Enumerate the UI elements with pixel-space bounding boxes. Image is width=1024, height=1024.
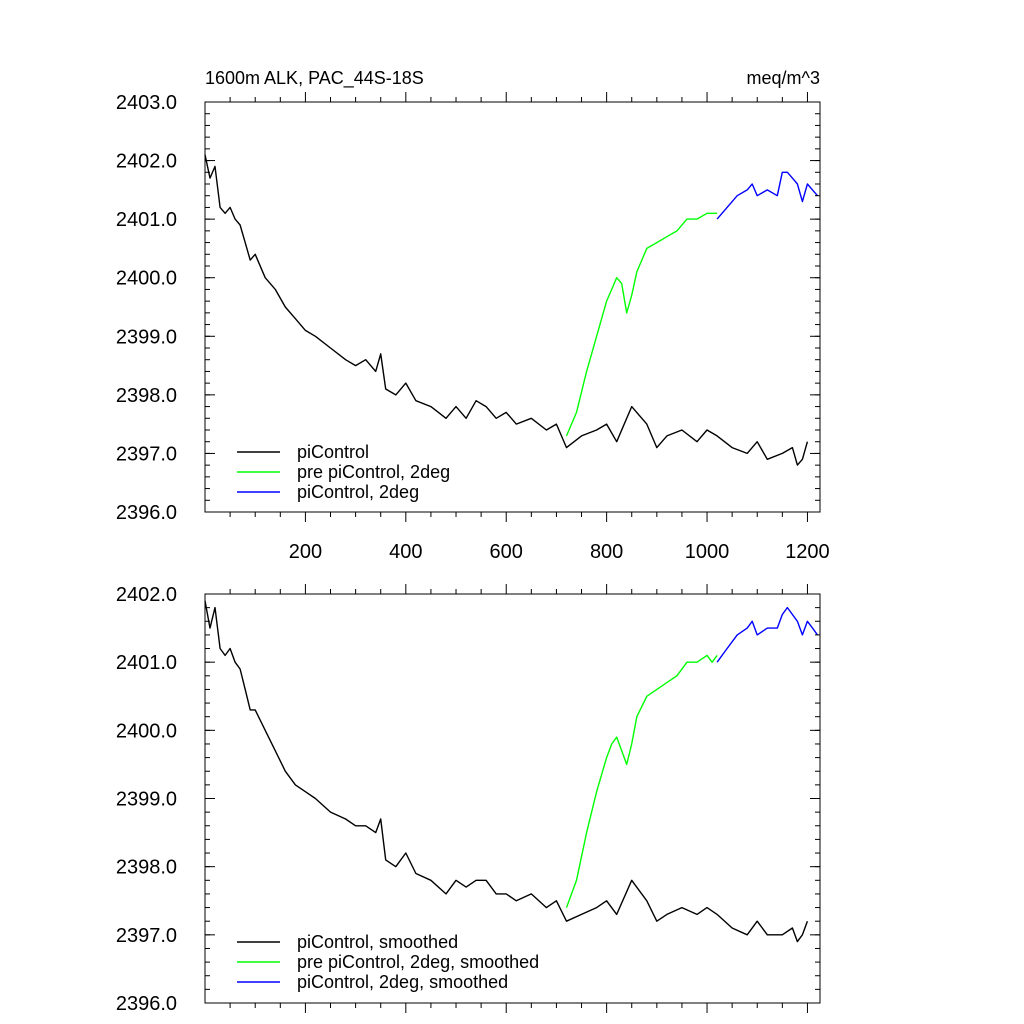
series-line-2 (716, 606, 819, 663)
x-tick-label: 1200 (785, 541, 830, 563)
legend-label-1: pre piControl, 2deg (297, 462, 450, 482)
top-panel: 2396.0 2397.0 2398.0 2399.0 2400.0 2401.0 2402… (116, 68, 830, 563)
legend-label-2: piControl, 2deg (297, 482, 419, 502)
y-tick-label: 2397.0 (116, 443, 177, 465)
y-tick-label: 2397.0 (116, 925, 177, 947)
y-tick-label: 2398.0 (116, 857, 177, 879)
y-tick-label: 2402.0 (116, 151, 177, 173)
y-tick-label: 2396.0 (116, 502, 177, 524)
x-tick-label: 1000 (685, 541, 730, 563)
y-tick-label: 2400.0 (116, 268, 177, 290)
x-tick-label: 600 (490, 541, 523, 563)
series-line-2 (716, 171, 819, 220)
y-tick-label: 2398.0 (116, 385, 177, 407)
y-tick-label: 2401.0 (116, 209, 177, 231)
x-tick-label: 400 (389, 541, 422, 563)
plot-frame (204, 101, 821, 513)
series-line-1 (565, 212, 718, 437)
y-tick-label: 2403.0 (116, 92, 177, 114)
y-tick-label: 2396.0 (116, 993, 177, 1015)
legend-label-0: piControl (297, 442, 369, 462)
x-tick-label: 800 (590, 541, 623, 563)
y-tick-label: 2402.0 (116, 584, 177, 606)
legend-label-2: piControl, 2deg, smoothed (297, 972, 508, 992)
legend-label-0: piControl, smoothed (297, 932, 458, 952)
y-tick-label: 2399.0 (116, 789, 177, 811)
y-tick-label: 2401.0 (116, 652, 177, 674)
chart-title: 1600m ALK, PAC_44S-18S (205, 68, 424, 89)
series-line-1 (565, 654, 718, 908)
y-tick-label: 2399.0 (116, 326, 177, 348)
x-tick-label: 200 (289, 541, 322, 563)
y-tick-label: 2400.0 (116, 720, 177, 742)
legend-label-1: pre piControl, 2deg, smoothed (297, 952, 539, 972)
chart-units: meq/m^3 (747, 68, 820, 88)
series-line-0 (204, 154, 809, 466)
bottom-panel: 2396.0 2397.0 2398.0 2399.0 2400.0 2401.0 2402… (116, 584, 821, 1015)
series-line-0 (204, 600, 809, 943)
